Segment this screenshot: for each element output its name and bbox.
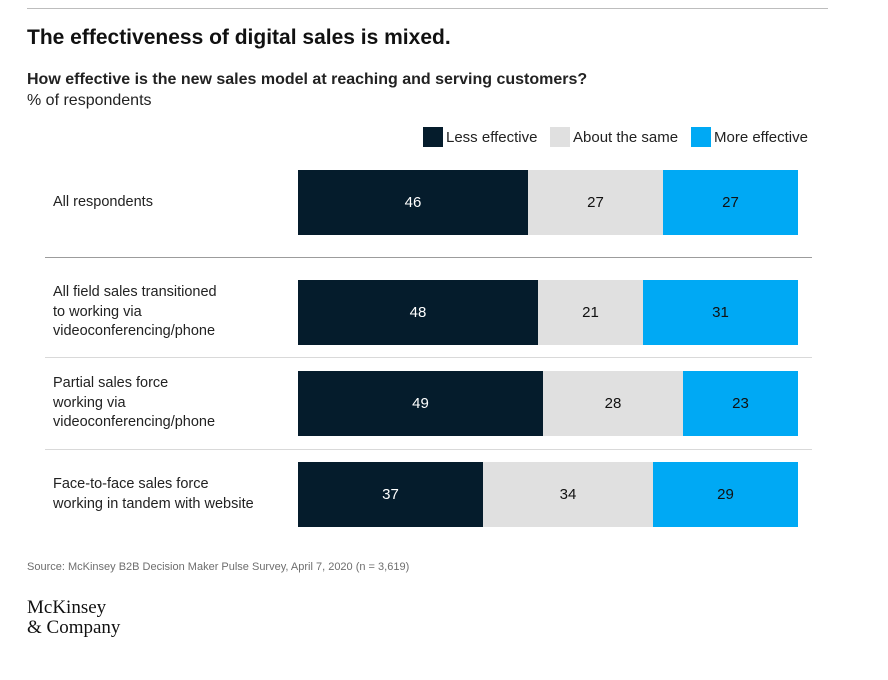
chart-title: The effectiveness of digital sales is mi… (27, 26, 451, 49)
bar-row: 46 27 27 (298, 170, 798, 235)
source-note: Source: McKinsey B2B Decision Maker Puls… (27, 561, 410, 573)
bar-segment: 34 (483, 462, 653, 527)
chart-subtitle: How effective is the new sales model at … (27, 71, 588, 88)
bar-row: 49 28 23 (298, 371, 798, 436)
legend-item: Less effective (423, 127, 537, 147)
row-label: All respondents (53, 193, 153, 213)
bar-value-label: 27 (722, 194, 739, 211)
row-label-line: working in tandem with website (53, 495, 254, 512)
row-label-line: All respondents (53, 193, 153, 210)
bar-segment: 37 (298, 462, 483, 527)
bar-row: 37 34 29 (298, 462, 798, 527)
bar-value-label: 21 (582, 304, 599, 321)
logo-line-1: McKinsey (27, 597, 107, 618)
legend-swatch (691, 127, 711, 147)
legend-swatch (550, 127, 570, 147)
bar-value-label: 23 (732, 395, 749, 412)
top-rule (27, 8, 828, 9)
bar-value-label: 31 (712, 304, 729, 321)
row-label-line: All field sales transitioned (53, 284, 217, 301)
bar-value-label: 29 (717, 486, 734, 503)
bar-segment: 48 (298, 280, 538, 345)
chart-legend: Less effective About the same More effecti… (0, 127, 888, 147)
bar-segment: 29 (653, 462, 798, 527)
bar-segment: 28 (543, 371, 683, 436)
row-divider (45, 449, 812, 450)
bar-value-label: 34 (559, 486, 577, 503)
row-label-line: videoconferencing/phone (53, 414, 216, 431)
bar-value-label: 27 (587, 194, 604, 211)
legend-item: More effective (691, 127, 808, 147)
bar-segment: 23 (683, 371, 798, 436)
bar-row: 48 21 31 (298, 280, 798, 345)
row-label: Partial sales force working via videoconfe… (53, 374, 215, 433)
bar-value-label: 37 (382, 486, 399, 503)
row-divider (45, 257, 812, 258)
bar-segment: 31 (643, 280, 798, 345)
bar-value-label: 28 (604, 395, 622, 412)
legend-item: About the same (550, 127, 678, 147)
bar-segment: 27 (663, 170, 798, 235)
legend-swatch (423, 127, 443, 147)
row-label: All field sales transitioned to working v… (53, 283, 217, 342)
bar-segment: 49 (298, 371, 543, 436)
legend-label: About the same (573, 128, 679, 146)
row-label-line: to working via (53, 303, 142, 320)
row-label-line: Partial sales force (53, 375, 169, 392)
bar-value-label: 48 (409, 304, 427, 321)
bar-value-label: 46 (404, 194, 422, 211)
row-label-line: videoconferencing/phone (53, 323, 216, 340)
mckinsey-logo: McKinsey & Company (27, 598, 120, 638)
bar-value-label: 49 (412, 395, 429, 412)
bar-segment: 27 (528, 170, 663, 235)
legend-label: Less effective (446, 128, 538, 146)
chart-unit: % of respondents (27, 92, 152, 109)
row-divider (45, 357, 812, 358)
bar-segment: 21 (538, 280, 643, 345)
bar-segment: 46 (298, 170, 528, 235)
logo-line-2: & Company (27, 617, 121, 638)
legend-label: More effective (714, 128, 808, 146)
row-label: Face-to-face sales force working in tande… (53, 475, 254, 514)
row-label-line: working via (53, 394, 126, 411)
row-label-line: Face-to-face sales force (53, 476, 209, 492)
